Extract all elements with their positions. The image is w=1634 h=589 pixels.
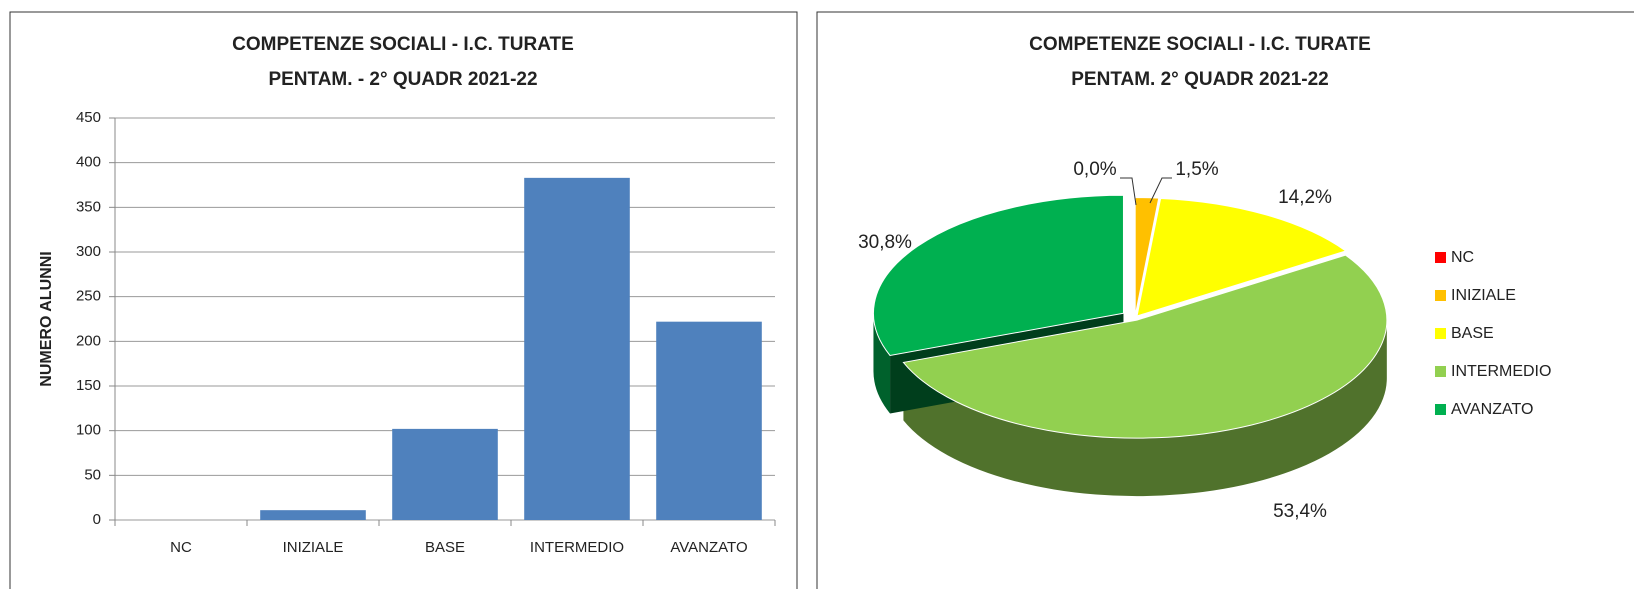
y-axis-label: NUMERO ALUNNI [38, 251, 55, 386]
bar [656, 321, 762, 520]
legend-label: INIZIALE [1451, 287, 1516, 304]
y-tick-label: 350 [76, 198, 101, 215]
chart-title: PENTAM. - 2° QUADR 2021-22 [268, 69, 537, 90]
data-label: 0,0% [1073, 159, 1116, 180]
y-tick-label: 200 [76, 332, 101, 349]
y-tick-label: 300 [76, 243, 101, 260]
leader-line [1120, 177, 1137, 206]
legend-label: BASE [1451, 325, 1494, 342]
pie-panel [816, 11, 1634, 589]
y-tick-label: 450 [76, 109, 101, 126]
legend-label: NC [1451, 249, 1474, 266]
data-label: 30,8% [858, 232, 912, 253]
data-label: 14,2% [1278, 187, 1332, 208]
data-label: 53,4% [1273, 501, 1327, 522]
x-tick-label: NC [170, 539, 192, 556]
pie-side [903, 320, 1387, 497]
y-tick-label: 50 [84, 466, 101, 483]
legend-swatch [1435, 252, 1446, 263]
x-tick-label: INTERMEDIO [530, 539, 624, 556]
pie-side [873, 313, 891, 414]
x-tick-label: AVANZATO [670, 539, 747, 556]
legend-swatch [1435, 328, 1446, 339]
x-tick-label: INIZIALE [283, 539, 344, 556]
y-tick-label: 0 [93, 511, 101, 528]
bar [524, 177, 630, 520]
legend-label: AVANZATO [1451, 401, 1533, 418]
x-tick-label: BASE [425, 539, 465, 556]
bar-panel [9, 11, 798, 589]
data-label: 1,5% [1175, 159, 1218, 180]
y-tick-label: 250 [76, 288, 101, 305]
legend-swatch [1435, 290, 1446, 301]
bar [392, 428, 498, 520]
y-tick-label: 400 [76, 154, 101, 171]
legend-swatch [1435, 366, 1446, 377]
legend-swatch [1435, 404, 1446, 415]
chart-title: COMPETENZE SOCIALI - I.C. TURATE [232, 34, 574, 55]
pie-slice [872, 194, 1124, 357]
y-tick-label: 100 [76, 422, 101, 439]
bar [260, 510, 366, 520]
chart-title: COMPETENZE SOCIALI - I.C. TURATE [1029, 34, 1371, 55]
pie-slice [1136, 197, 1347, 317]
y-tick-label: 150 [76, 377, 101, 394]
legend-label: INTERMEDIO [1451, 363, 1551, 380]
pie-slice [902, 254, 1388, 439]
leader-line [1149, 177, 1172, 204]
chart-title: PENTAM. 2° QUADR 2021-22 [1071, 69, 1328, 90]
